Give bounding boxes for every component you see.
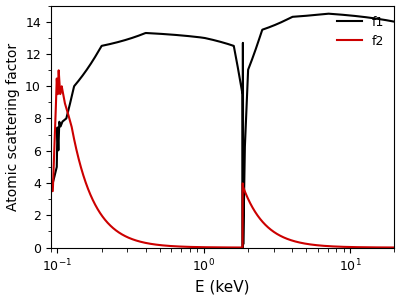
f1 [392, 20, 397, 23]
f1 [272, 23, 277, 27]
f1 [180, 34, 184, 37]
f2 [272, 230, 277, 234]
f2 [392, 246, 397, 249]
Line: f2: f2 [51, 70, 394, 248]
f2 [111, 226, 116, 230]
X-axis label: E (keV): E (keV) [195, 279, 250, 294]
f2 [56, 68, 61, 72]
f2 [305, 242, 310, 246]
f2 [48, 189, 53, 193]
f1 [254, 44, 259, 47]
f2 [180, 245, 184, 248]
f1 [331, 12, 336, 16]
f1 [111, 41, 116, 45]
Legend: f1, f2: f1, f2 [333, 12, 388, 52]
f1 [240, 278, 245, 282]
f2 [254, 213, 259, 217]
Y-axis label: Atomic scattering factor: Atomic scattering factor [6, 43, 20, 211]
f1 [48, 189, 53, 193]
f2 [240, 246, 245, 249]
f2 [331, 244, 336, 248]
Line: f1: f1 [51, 14, 394, 280]
f1 [325, 12, 330, 15]
f1 [305, 14, 310, 17]
